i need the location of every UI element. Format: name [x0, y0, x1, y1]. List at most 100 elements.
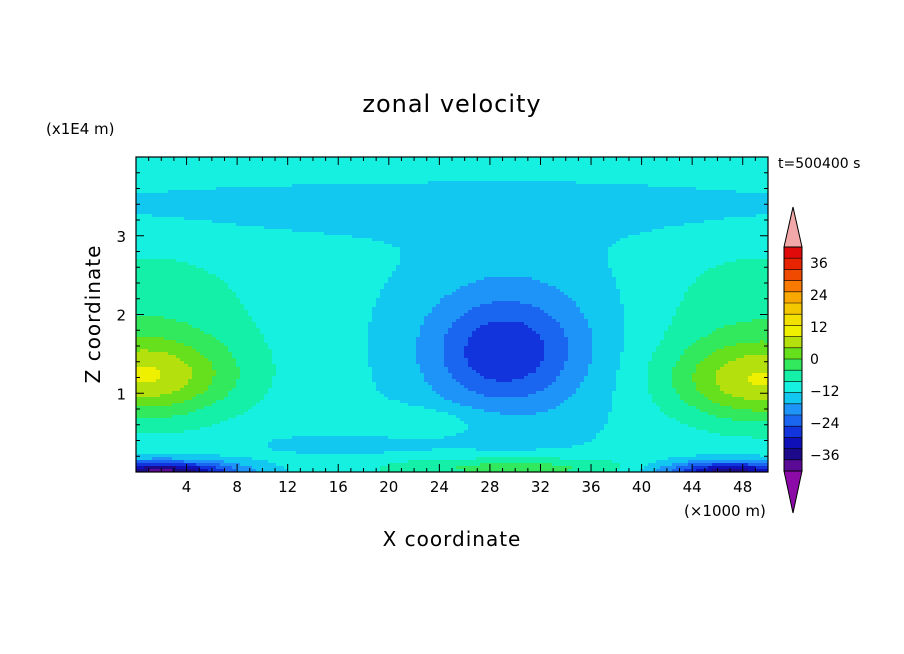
contour-cell: [688, 157, 693, 161]
contour-cell: [416, 190, 421, 194]
contour-cell: [472, 157, 477, 161]
contour-cell: [668, 184, 673, 188]
contour-cell: [472, 166, 477, 170]
contour-cell: [396, 175, 401, 179]
contour-cell: [392, 169, 397, 173]
contour-cell: [700, 187, 705, 191]
contour-cell: [656, 190, 661, 194]
contour-cell: [728, 166, 733, 170]
contour-cell: [544, 172, 549, 176]
contour-cell: [708, 193, 713, 197]
contour-cell: [496, 172, 501, 176]
contour-cell: [568, 157, 573, 161]
contour-cell: [744, 181, 749, 185]
contour-cell: [388, 166, 393, 170]
contour-cell: [180, 196, 185, 200]
contour-cell: [228, 160, 233, 164]
contour-cell: [188, 178, 193, 182]
contour-cell: [412, 163, 417, 167]
contour-cell: [416, 175, 421, 179]
contour-cell: [552, 181, 557, 185]
contour-cell: [604, 157, 609, 161]
contour-cell: [724, 157, 729, 161]
contour-cell: [664, 157, 669, 161]
contour-cell: [160, 178, 165, 182]
contour-cell: [252, 160, 257, 164]
y-axis-label: Z coordinate: [81, 245, 105, 384]
contour-cell: [508, 169, 513, 173]
contour-cell: [376, 166, 381, 170]
contour-cell: [164, 190, 169, 194]
contour-cell: [268, 175, 273, 179]
contour-cell: [528, 184, 533, 188]
contour-cell: [700, 169, 705, 173]
contour-cell: [424, 184, 429, 188]
contour-cell: [336, 187, 341, 191]
contour-cell: [648, 178, 653, 182]
contour-cell: [396, 193, 401, 197]
contour-cell: [492, 160, 497, 164]
contour-cell: [156, 184, 161, 188]
contour-cell: [696, 181, 701, 185]
contour-cell: [500, 187, 505, 191]
contour-cell: [220, 160, 225, 164]
contour-cell: [220, 196, 225, 200]
contour-field: [136, 157, 768, 472]
contour-cell: [508, 193, 513, 197]
contour-cell: [596, 187, 601, 191]
contour-cell: [244, 163, 249, 167]
contour-cell: [604, 190, 609, 194]
contour-cell: [232, 193, 237, 197]
contour-cell: [448, 157, 453, 161]
contour-cell: [364, 157, 369, 161]
contour-cell: [572, 169, 577, 173]
contour-cell: [236, 187, 241, 191]
contour-cell: [400, 163, 405, 167]
contour-cell: [584, 160, 589, 164]
contour-cell: [404, 193, 409, 197]
contour-cell: [588, 193, 593, 197]
contour-cell: [504, 187, 509, 191]
contour-cell: [608, 169, 613, 173]
contour-cell: [148, 193, 153, 197]
contour-cell: [388, 160, 393, 164]
contour-cell: [636, 163, 641, 167]
contour-cell: [352, 172, 357, 176]
contour-cell: [688, 172, 693, 176]
contour-cell: [548, 160, 553, 164]
contour-cell: [476, 178, 481, 182]
contour-cell: [568, 169, 573, 173]
contour-cell: [340, 163, 345, 167]
contour-cell: [696, 184, 701, 188]
contour-cell: [432, 190, 437, 194]
contour-cell: [512, 160, 517, 164]
contour-cell: [168, 187, 173, 191]
contour-cell: [456, 175, 461, 179]
contour-cell: [360, 160, 365, 164]
contour-cell: [660, 160, 665, 164]
contour-cell: [708, 160, 713, 164]
contour-cell: [288, 178, 293, 182]
contour-cell: [516, 166, 521, 170]
contour-cell: [644, 175, 649, 179]
contour-cell: [588, 172, 593, 176]
contour-cell: [332, 178, 337, 182]
contour-cell: [680, 163, 685, 167]
contour-cell: [316, 181, 321, 185]
contour-cell: [260, 181, 265, 185]
contour-cell: [456, 193, 461, 197]
contour-cell: [620, 187, 625, 191]
contour-cell: [384, 169, 389, 173]
contour-cell: [644, 178, 649, 182]
contour-cell: [572, 187, 577, 191]
contour-cell: [288, 166, 293, 170]
contour-cell: [560, 184, 565, 188]
contour-cell: [268, 196, 273, 200]
contour-cell: [668, 169, 673, 173]
contour-cell: [752, 178, 757, 182]
contour-cell: [272, 196, 277, 200]
contour-cell: [168, 163, 173, 167]
contour-cell: [496, 160, 501, 164]
contour-cell: [292, 172, 297, 176]
contour-cell: [320, 175, 325, 179]
